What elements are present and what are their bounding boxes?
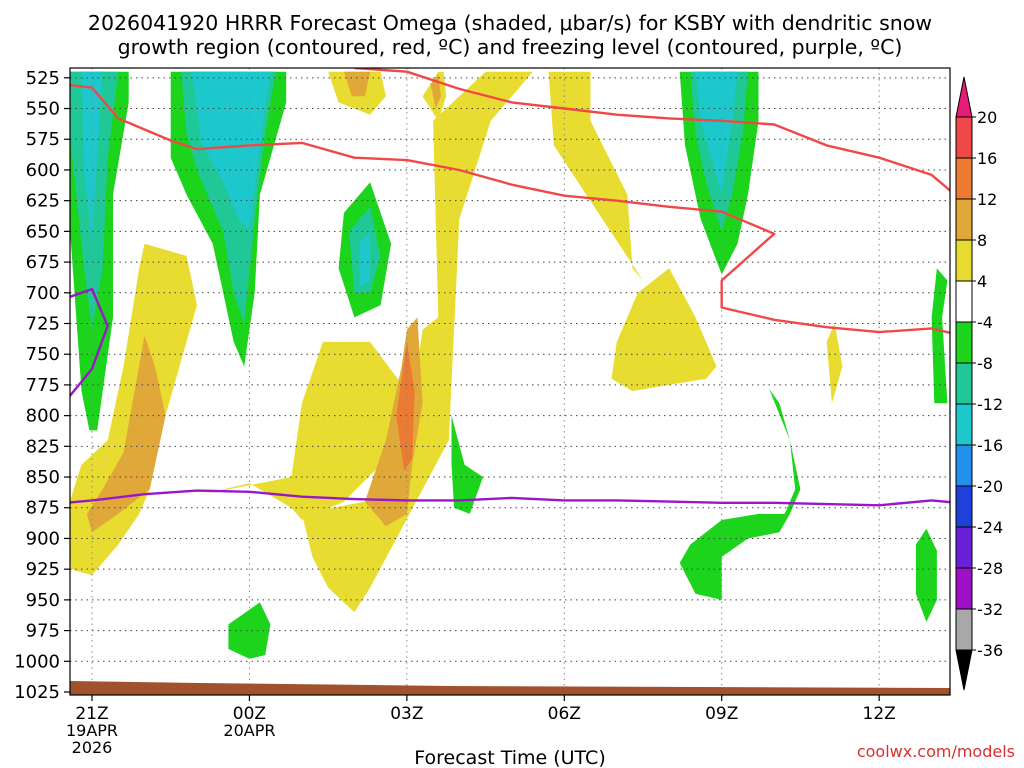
colorbar-label--4: -4 [977, 313, 993, 332]
omega-region-13 [679, 388, 801, 600]
omega-region-5 [191, 71, 271, 232]
y-tick-label-875: 875 [26, 498, 60, 519]
colorbar-bin-8-12 [955, 198, 973, 241]
freezing-level-contour-0 [70, 287, 109, 398]
grid-lines [70, 68, 950, 695]
y-tick-label-700: 700 [26, 283, 60, 304]
omega-region-25 [343, 71, 371, 97]
omega-region-15 [915, 528, 937, 622]
colorbar-label--12: -12 [977, 395, 1003, 414]
x-tick-sublabel-21Z-0: 19APR [66, 721, 118, 740]
colorbar-label--8: -8 [977, 354, 993, 373]
colorbar-bin-4-8 [955, 239, 973, 282]
x-tick-label-06Z: 06Z [548, 704, 581, 724]
colorbar-bin--8--4 [955, 321, 973, 364]
colorbar-bin-16-20 [955, 116, 973, 159]
y-tick-label-825: 825 [26, 436, 60, 457]
omega-region-12 [451, 415, 483, 514]
y-tick-label-525: 525 [26, 68, 60, 89]
y-tick-label-625: 625 [26, 191, 60, 212]
colorbar-bottom-arrow [955, 649, 973, 691]
x-tick-label-21Z: 21Z [75, 704, 108, 724]
x-axis-title: Forecast Time (UTC) [414, 747, 605, 768]
dgz-contour-1 [354, 68, 950, 192]
y-tick-label-950: 950 [26, 590, 60, 611]
colorbar-bin--36--32 [955, 608, 973, 651]
y-tick-label-975: 975 [26, 621, 60, 642]
colorbar-label-12: 12 [977, 190, 997, 209]
omega-region-11 [695, 71, 738, 195]
omega-region-2 [81, 71, 103, 244]
chart-title-line-2: growth region (contoured, red, ºC) and f… [118, 35, 903, 59]
y-tick-label-800: 800 [26, 406, 60, 427]
x-tick-label-00Z: 00Z [233, 704, 266, 724]
omega-region-8 [359, 231, 371, 287]
colorbar-label--28: -28 [977, 559, 1003, 578]
y-tick-label-925: 925 [26, 559, 60, 580]
colorbar-bin--16--12 [955, 403, 973, 446]
omega-region-23 [396, 341, 415, 471]
omega-region-17 [931, 268, 948, 404]
y-tick-label-750: 750 [26, 344, 60, 365]
x-tick-label-09Z: 09Z [705, 704, 738, 724]
x-tick-label-12Z: 12Z [863, 704, 896, 724]
y-tick-label-775: 775 [26, 375, 60, 396]
contour-lines [70, 68, 950, 507]
colorbar-label-20: 20 [977, 108, 997, 127]
y-axis: 525 550 575 600 625 650 675 700 725 750 775 800 825 8… [14, 68, 70, 703]
omega-region-14 [228, 602, 271, 659]
colorbar-bin-12-16 [955, 157, 973, 200]
colorbar-label-16: 16 [977, 149, 997, 168]
terrain-surface [70, 681, 950, 695]
colorbar: 20 16 12 8 4 -4 -8 -12 -16 -20 -24 -28 -32 -36 [955, 76, 1003, 691]
omega-region-20 [197, 341, 423, 520]
colorbar-bin--4-4 [955, 280, 973, 323]
colorbar-bin--32--28 [955, 567, 973, 610]
y-tick-label-725: 725 [26, 313, 60, 334]
y-tick-label-1000: 1000 [14, 651, 60, 672]
colorbar-bin--20--16 [955, 444, 973, 487]
omega-region-26 [611, 268, 717, 392]
colorbar-label--36: -36 [977, 641, 1003, 660]
y-tick-label-550: 550 [26, 99, 60, 120]
colorbar-bin--12--8 [955, 362, 973, 405]
x-tick-label-03Z: 03Z [390, 704, 423, 724]
y-tick-label-675: 675 [26, 252, 60, 273]
colorbar-label--16: -16 [977, 436, 1003, 455]
freezing-level-contour-1 [70, 489, 950, 507]
colorbar-label--24: -24 [977, 518, 1003, 537]
colorbar-label--32: -32 [977, 600, 1003, 619]
y-tick-label-900: 900 [26, 528, 60, 549]
y-tick-label-1025: 1025 [14, 682, 60, 703]
colorbar-bin--24--20 [955, 485, 973, 528]
plot-frame [69, 67, 951, 696]
x-tick-sublabel-00Z-0: 20APR [223, 721, 275, 740]
colorbar-bin--28--24 [955, 526, 973, 569]
y-tick-label-850: 850 [26, 467, 60, 488]
dgz-contour-0 [70, 83, 950, 334]
colorbar-label-8: 8 [977, 231, 987, 250]
omega-region-19 [86, 335, 166, 533]
colorbar-label--20: -20 [977, 477, 1003, 496]
chart-title-line-1: 2026041920 HRRR Forecast Omega (shaded, … [88, 11, 932, 35]
y-tick-label-600: 600 [26, 160, 60, 181]
omega-region-27 [826, 323, 843, 404]
colorbar-label-4: 4 [977, 272, 987, 291]
y-tick-label-650: 650 [26, 221, 60, 242]
y-tick-label-575: 575 [26, 129, 60, 150]
x-tick-sublabel-21Z-1: 2026 [72, 738, 113, 757]
credit-link[interactable]: coolwx.com/models [857, 742, 1015, 761]
